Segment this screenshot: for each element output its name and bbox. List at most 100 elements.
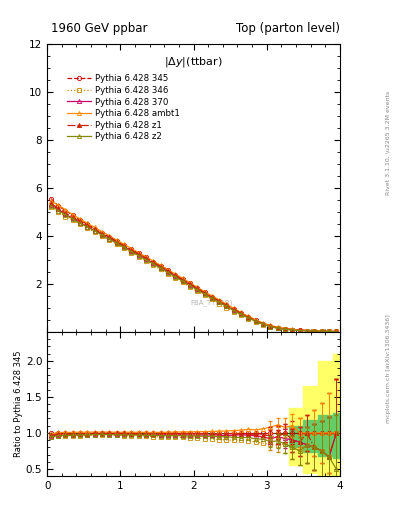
Pythia 6.428 370 bbox=[334, 328, 339, 334]
Pythia 6.428 z1 bbox=[165, 268, 170, 274]
Pythia 6.428 z1 bbox=[231, 306, 236, 312]
Pythia 6.428 z1 bbox=[209, 294, 214, 300]
Line: Pythia 6.428 345: Pythia 6.428 345 bbox=[49, 197, 338, 333]
Pythia 6.428 ambt1 bbox=[327, 328, 331, 334]
Pythia 6.428 346 bbox=[253, 319, 258, 325]
Pythia 6.428 346 bbox=[143, 258, 148, 264]
Pythia 6.428 370 bbox=[63, 211, 68, 217]
Pythia 6.428 z1 bbox=[85, 222, 90, 228]
Pythia 6.428 z2 bbox=[100, 232, 105, 238]
Pythia 6.428 345 bbox=[85, 221, 90, 227]
Pythia 6.428 370 bbox=[48, 202, 53, 208]
Pythia 6.428 370 bbox=[298, 327, 302, 333]
Pythia 6.428 ambt1 bbox=[100, 229, 105, 235]
Pythia 6.428 ambt1 bbox=[187, 280, 192, 286]
Pythia 6.428 ambt1 bbox=[129, 245, 134, 251]
Pythia 6.428 370 bbox=[85, 224, 90, 230]
Pythia 6.428 370 bbox=[143, 256, 148, 262]
Pythia 6.428 346 bbox=[158, 266, 163, 272]
Pythia 6.428 370 bbox=[173, 273, 178, 279]
Pythia 6.428 345 bbox=[129, 246, 134, 252]
Pythia 6.428 370 bbox=[253, 318, 258, 324]
Pythia 6.428 346 bbox=[187, 284, 192, 290]
Pythia 6.428 ambt1 bbox=[231, 305, 236, 311]
Pythia 6.428 345 bbox=[165, 267, 170, 273]
Pythia 6.428 346 bbox=[261, 322, 265, 328]
Pythia 6.428 345 bbox=[107, 233, 112, 240]
Pythia 6.428 370 bbox=[283, 326, 287, 332]
Pythia 6.428 346 bbox=[231, 308, 236, 314]
Pythia 6.428 z2 bbox=[85, 224, 90, 230]
Pythia 6.428 345 bbox=[173, 272, 178, 278]
Pythia 6.428 345 bbox=[298, 327, 302, 333]
Pythia 6.428 ambt1 bbox=[246, 313, 251, 319]
Pythia 6.428 z1 bbox=[48, 200, 53, 206]
Pythia 6.428 z2 bbox=[224, 304, 229, 310]
Pythia 6.428 ambt1 bbox=[92, 224, 97, 230]
Pythia 6.428 370 bbox=[312, 328, 317, 334]
Pythia 6.428 346 bbox=[173, 275, 178, 281]
Pythia 6.428 ambt1 bbox=[70, 211, 75, 218]
Pythia 6.428 346 bbox=[56, 209, 61, 215]
Text: Top (parton level): Top (parton level) bbox=[236, 22, 340, 34]
Pythia 6.428 ambt1 bbox=[114, 237, 119, 243]
Pythia 6.428 370 bbox=[217, 298, 222, 305]
Pythia 6.428 z1 bbox=[180, 276, 185, 283]
Pythia 6.428 370 bbox=[319, 328, 324, 334]
Pythia 6.428 370 bbox=[290, 327, 295, 333]
Pythia 6.428 ambt1 bbox=[253, 317, 258, 323]
Pythia 6.428 z1 bbox=[63, 210, 68, 216]
Pythia 6.428 346 bbox=[85, 225, 90, 231]
Pythia 6.428 ambt1 bbox=[305, 328, 309, 334]
Pythia 6.428 370 bbox=[195, 286, 200, 292]
Pythia 6.428 z1 bbox=[107, 234, 112, 241]
Pythia 6.428 z1 bbox=[136, 251, 141, 257]
Pythia 6.428 z1 bbox=[173, 272, 178, 279]
Text: $|\Delta y|$(ttbar): $|\Delta y|$(ttbar) bbox=[164, 55, 223, 69]
Pythia 6.428 346 bbox=[92, 229, 97, 235]
Pythia 6.428 ambt1 bbox=[63, 207, 68, 213]
Pythia 6.428 345 bbox=[158, 263, 163, 269]
Pythia 6.428 z1 bbox=[327, 328, 331, 334]
Pythia 6.428 ambt1 bbox=[136, 249, 141, 255]
Pythia 6.428 ambt1 bbox=[334, 328, 339, 334]
Pythia 6.428 z2 bbox=[92, 228, 97, 234]
Pythia 6.428 346 bbox=[180, 280, 185, 286]
Pythia 6.428 346 bbox=[165, 271, 170, 277]
Pythia 6.428 346 bbox=[209, 296, 214, 303]
Pythia 6.428 346 bbox=[122, 245, 127, 251]
Pythia 6.428 346 bbox=[312, 328, 317, 334]
Pythia 6.428 ambt1 bbox=[298, 327, 302, 333]
Pythia 6.428 370 bbox=[187, 282, 192, 288]
Text: 1960 GeV ppbar: 1960 GeV ppbar bbox=[51, 22, 148, 34]
Pythia 6.428 346 bbox=[268, 324, 273, 330]
Pythia 6.428 346 bbox=[48, 204, 53, 210]
Pythia 6.428 346 bbox=[202, 292, 207, 298]
Pythia 6.428 z2 bbox=[78, 220, 83, 226]
Pythia 6.428 z1 bbox=[217, 298, 222, 304]
Pythia 6.428 z1 bbox=[78, 218, 83, 224]
Pythia 6.428 ambt1 bbox=[239, 309, 244, 315]
Pythia 6.428 345 bbox=[209, 293, 214, 300]
Line: Pythia 6.428 z2: Pythia 6.428 z2 bbox=[49, 204, 338, 334]
Pythia 6.428 z2 bbox=[305, 328, 309, 334]
Pythia 6.428 345 bbox=[136, 250, 141, 257]
Pythia 6.428 346 bbox=[63, 214, 68, 220]
Pythia 6.428 346 bbox=[298, 328, 302, 334]
Pythia 6.428 370 bbox=[305, 328, 309, 334]
Pythia 6.428 370 bbox=[78, 220, 83, 226]
Pythia 6.428 z2 bbox=[268, 324, 273, 330]
Pythia 6.428 370 bbox=[158, 265, 163, 271]
Pythia 6.428 z2 bbox=[312, 328, 317, 334]
Pythia 6.428 346 bbox=[334, 328, 339, 334]
Pythia 6.428 z1 bbox=[239, 310, 244, 316]
Pythia 6.428 z2 bbox=[56, 207, 61, 214]
Pythia 6.428 346 bbox=[283, 326, 287, 332]
Pythia 6.428 z1 bbox=[122, 243, 127, 249]
Pythia 6.428 345 bbox=[327, 328, 331, 334]
Pythia 6.428 345 bbox=[319, 328, 324, 334]
Pythia 6.428 z1 bbox=[319, 328, 324, 334]
Pythia 6.428 z1 bbox=[151, 259, 156, 265]
Pythia 6.428 370 bbox=[122, 244, 127, 250]
Pythia 6.428 ambt1 bbox=[56, 202, 61, 208]
